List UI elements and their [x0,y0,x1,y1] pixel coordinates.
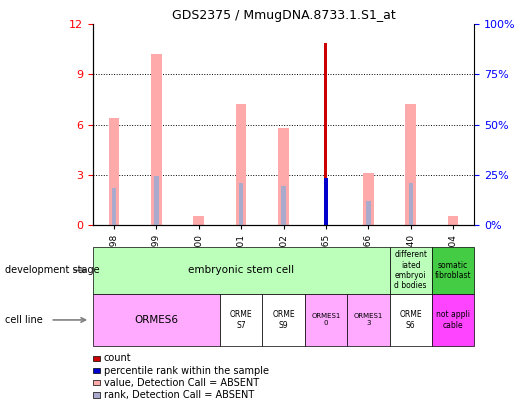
Title: GDS2375 / MmugDNA.8733.1.S1_at: GDS2375 / MmugDNA.8733.1.S1_at [172,9,395,22]
Text: ORME
S9: ORME S9 [272,310,295,330]
Text: not appli
cable: not appli cable [436,310,470,330]
Bar [151,54,162,225]
Text: development stage: development stage [5,265,100,275]
Bar [448,216,458,225]
Text: ORMES1
3: ORMES1 3 [354,313,383,326]
Text: rank, Detection Call = ABSENT: rank, Detection Call = ABSENT [104,390,254,400]
Bar [324,178,328,225]
Bar [278,128,289,225]
Text: ORME
S6: ORME S6 [400,310,422,330]
Bar [109,118,119,225]
Bar [409,183,413,225]
Text: count: count [104,354,131,363]
Bar [281,186,286,225]
Text: different
iated
embryoi
d bodies: different iated embryoi d bodies [394,250,427,290]
Bar [405,104,416,225]
Bar [112,188,116,225]
Bar [324,43,328,225]
Text: percentile rank within the sample: percentile rank within the sample [104,366,269,375]
Bar [236,104,246,225]
Bar [363,173,374,225]
Bar [239,183,243,225]
Bar [154,176,158,225]
Bar [193,216,204,225]
Text: value, Detection Call = ABSENT: value, Detection Call = ABSENT [104,378,259,388]
Text: ORMES6: ORMES6 [134,315,179,325]
Text: ORMES1
0: ORMES1 0 [311,313,341,326]
Text: ORME
S7: ORME S7 [230,310,252,330]
Text: embryonic stem cell: embryonic stem cell [188,265,294,275]
Text: somatic
fibroblast: somatic fibroblast [435,261,472,280]
Text: cell line: cell line [5,315,43,325]
Bar [366,201,370,225]
